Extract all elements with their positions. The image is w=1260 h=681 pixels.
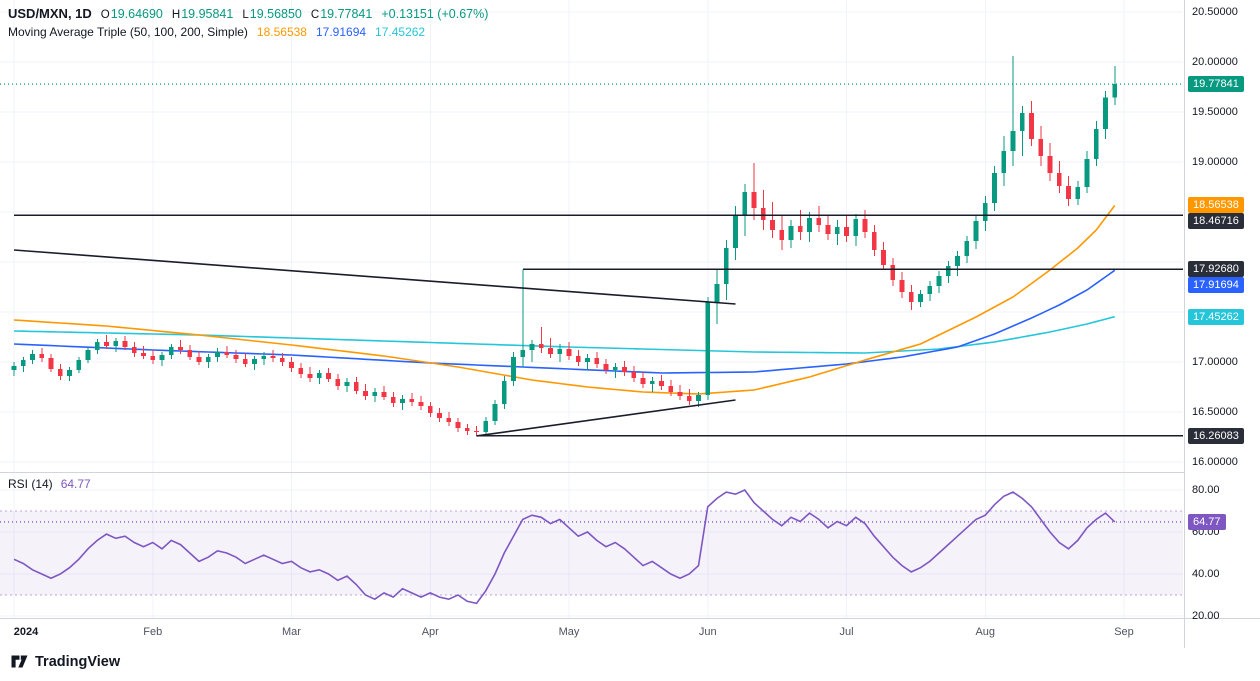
ma100-value: 17.91694 — [315, 25, 367, 39]
price-axis-badge: 16.26083 — [1188, 427, 1244, 444]
price-axis-badge: 18.46716 — [1188, 213, 1244, 230]
close-value: 19.77841 — [320, 7, 373, 21]
price-tick-label: 16.00000 — [1192, 456, 1238, 468]
rsi-tick-label: 80.00 — [1192, 484, 1220, 496]
price-tick-label: 16.50000 — [1192, 406, 1238, 418]
time-axis-label: Jun — [698, 626, 717, 638]
rsi-pane-legend: RSI (14) 64.77 — [8, 477, 91, 491]
chart-canvas[interactable] — [0, 0, 1184, 618]
high-value: 19.95841 — [181, 7, 234, 21]
symbol-interval-label[interactable]: USD/MXN, 1D — [8, 6, 92, 21]
change-label: +0.13151 (+0.67%) — [381, 7, 489, 21]
price-axis[interactable]: 20.50000 20.00000 19.50000 19.00000 17.00000… — [1184, 0, 1260, 648]
low-key: L — [242, 9, 249, 21]
rsi-indicator-title[interactable]: RSI (14) — [8, 477, 53, 491]
rsi-tick-label: 40.00 — [1192, 568, 1220, 580]
close-key: C — [310, 9, 320, 21]
ma50-value: 18.56538 — [256, 25, 307, 39]
tradingview-logo-icon[interactable] — [10, 652, 29, 671]
price-tick-label: 19.00000 — [1192, 156, 1238, 168]
time-axis-label: Mar — [282, 626, 301, 638]
main-pane-legend: USD/MXN, 1D O 19.64690 H 19.95841 L 19.5685… — [8, 6, 488, 43]
open-value: 19.64690 — [110, 7, 163, 21]
high-key: H — [171, 9, 181, 21]
time-axis-label: Jul — [839, 626, 854, 638]
time-axis-label: Feb — [143, 626, 163, 638]
tradingview-brand-label[interactable]: TradingView — [35, 653, 121, 670]
ma-indicator-title[interactable]: Moving Average Triple (50, 100, 200, Sim… — [8, 25, 248, 39]
price-axis-badge: 17.91694 — [1188, 277, 1244, 294]
time-axis-label: 2024 — [13, 626, 39, 638]
price-tick-label: 20.00000 — [1192, 56, 1238, 68]
ma-legend-row: Moving Average Triple (50, 100, 200, Sim… — [8, 25, 488, 39]
price-axis-badge: 19.77841 — [1188, 76, 1244, 93]
time-axis[interactable]: 2024 Feb Mar Apr May Jun Jul Aug Sep — [0, 618, 1260, 648]
rsi-value: 64.77 — [60, 477, 91, 491]
price-tick-label: 17.00000 — [1192, 356, 1238, 368]
open-key: O — [100, 9, 110, 21]
price-axis-badge: 17.92680 — [1188, 261, 1244, 278]
rsi-axis-badge: 64.77 — [1188, 513, 1226, 530]
pane-separator[interactable] — [0, 472, 1184, 473]
time-axis-label: Aug — [975, 626, 996, 638]
low-value: 19.56850 — [249, 7, 302, 21]
price-axis-badge: 17.45262 — [1188, 308, 1244, 325]
time-axis-label: Sep — [1114, 626, 1134, 638]
low-pair: L 19.56850 — [242, 7, 302, 21]
time-axis-label: Apr — [421, 626, 439, 638]
ma200-value: 17.45262 — [375, 25, 426, 39]
price-axis-badge: 18.56538 — [1188, 197, 1244, 214]
price-tick-label: 20.50000 — [1192, 6, 1238, 18]
rsi-tick-label: 20.00 — [1192, 610, 1220, 622]
time-axis-label: May — [558, 626, 580, 638]
symbol-ohlc-row: USD/MXN, 1D O 19.64690 H 19.95841 L 19.5685… — [8, 6, 488, 21]
open-pair: O 19.64690 — [101, 7, 163, 21]
high-pair: H 19.95841 — [172, 7, 233, 21]
footer: TradingView — [10, 652, 120, 671]
close-pair: C 19.77841 — [311, 7, 372, 21]
price-tick-label: 19.50000 — [1192, 106, 1238, 118]
